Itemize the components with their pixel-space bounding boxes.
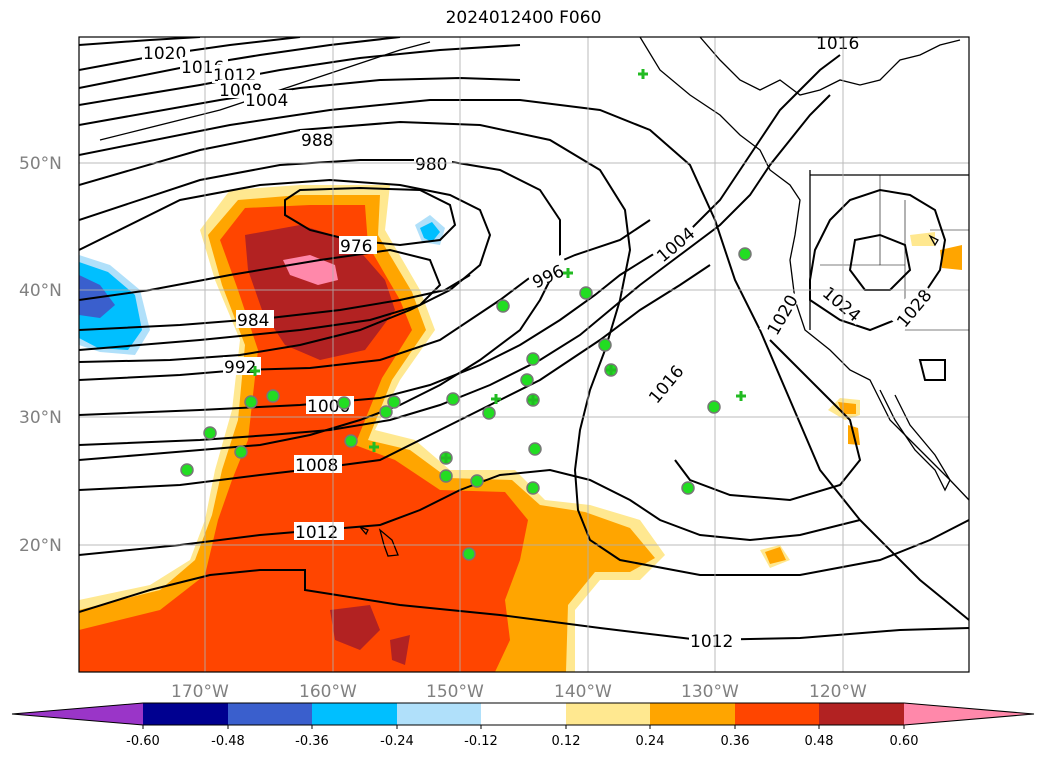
lon-label-120w: 120°W (809, 682, 867, 702)
map-frame (78, 36, 970, 673)
lat-label-40n: 40°N (19, 281, 62, 301)
colorbar-tick: 0.48 (805, 734, 834, 749)
colorbar-bin (735, 703, 819, 725)
colorbar-tick: -0.24 (380, 734, 414, 749)
contour-label-1004: 1004 (245, 91, 288, 111)
station-markers (180, 69, 752, 561)
contour-label-1008-south: 1008 (295, 456, 338, 476)
colorbar-bin (566, 703, 650, 725)
colorbar-extend-low (12, 703, 143, 725)
anomaly-fill-red-orange (79, 205, 528, 672)
contour-label-984: 984 (237, 311, 269, 331)
colorbar: -0.60 -0.48 -0.36 -0.24 -0.12 0.12 0.24 … (11, 702, 1035, 749)
lon-label-130w: 130°W (681, 682, 739, 702)
colorbar-tick: 0.36 (721, 734, 750, 749)
contour-label-1016-north: 1016 (816, 34, 859, 54)
colorbar-bin (481, 703, 566, 725)
contour-label-1012-south: 1012 (295, 523, 338, 543)
lat-label-30n: 30°N (19, 408, 62, 428)
lon-label-160w: 160°W (299, 682, 357, 702)
colorbar-bin (312, 703, 397, 725)
colorbar-bin (143, 703, 228, 725)
colorbar-tick: 0.24 (636, 734, 665, 749)
contour-label-992: 992 (224, 358, 256, 378)
contour-label-1012-south-east: 1012 (690, 632, 733, 652)
anomaly-fill-dark-red (245, 225, 410, 665)
map-gridlines (79, 37, 969, 672)
colorbar-tick: -0.60 (126, 734, 160, 749)
contour-label-976: 976 (340, 237, 372, 257)
contour-label-988: 988 (301, 131, 333, 151)
colorbar-bin (819, 703, 904, 725)
lon-label-150w: 150°W (426, 682, 484, 702)
colorbar-extend-high (904, 703, 1034, 725)
map-title: 2024012400 F060 (445, 8, 602, 28)
lon-label-140w: 140°W (554, 682, 612, 702)
longitude-labels: 170°W 160°W 150°W 140°W 130°W 120°W (171, 682, 867, 702)
colorbar-tick: -0.36 (295, 734, 329, 749)
colorbar-tick: 0.12 (552, 734, 581, 749)
colorbar-bin (397, 703, 481, 725)
lat-label-50n: 50°N (19, 154, 62, 174)
colorbar-bin (228, 703, 312, 725)
map-area: 1020 1016 1012 1008 1004 988 980 976 984… (79, 34, 969, 672)
colorbar-tick: -0.12 (464, 734, 498, 749)
lon-label-170w: 170°W (171, 682, 229, 702)
anomaly-fill-pink (283, 255, 338, 285)
colorbar-bin (650, 703, 735, 725)
contour-label-980: 980 (415, 155, 447, 175)
pressure-contours (79, 37, 969, 642)
contour-labels: 1020 1016 1012 1008 1004 988 980 976 984… (142, 34, 936, 652)
contour-label-1020: 1020 (143, 44, 186, 64)
colorbar-tick: 0.60 (890, 734, 919, 749)
colorbar-tick: -0.48 (211, 734, 245, 749)
latitude-labels: 50°N 40°N 30°N 20°N (19, 154, 62, 556)
lat-label-20n: 20°N (19, 536, 62, 556)
